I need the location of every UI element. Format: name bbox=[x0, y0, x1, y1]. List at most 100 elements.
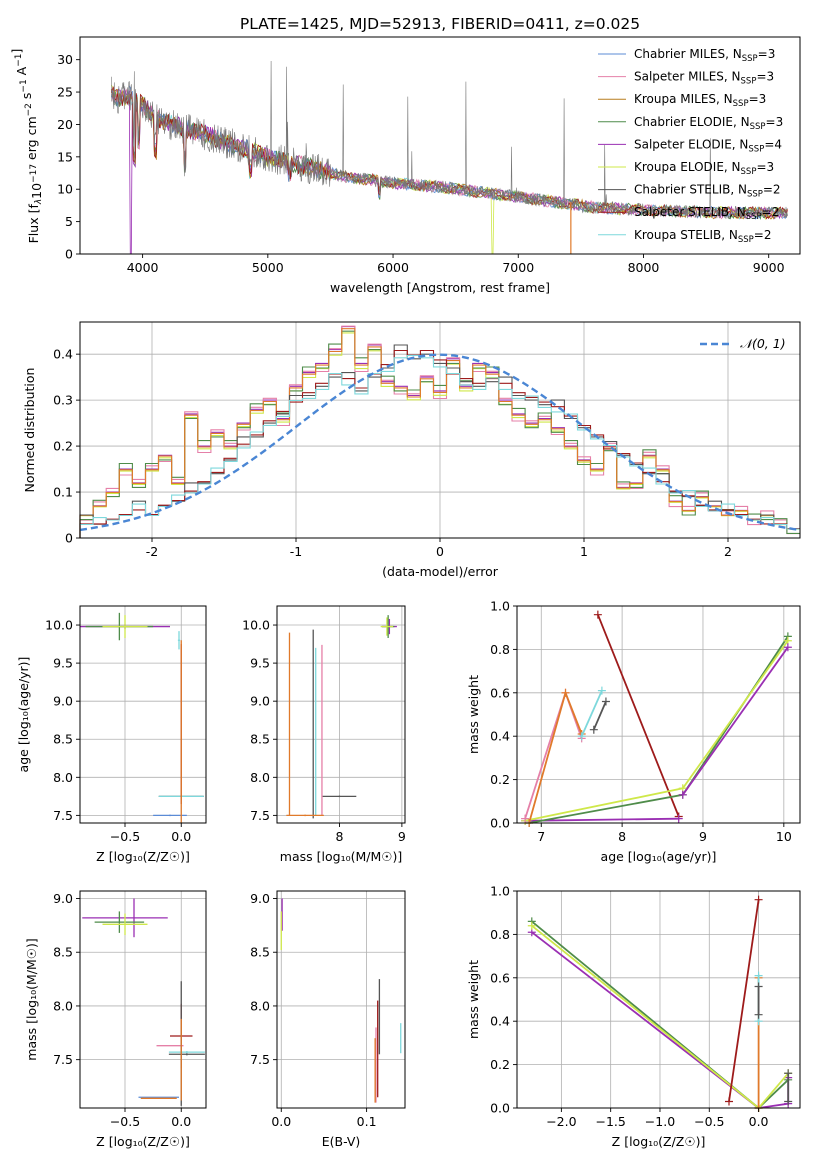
y-tick-label: 0.2 bbox=[490, 772, 510, 787]
y-axis-label-part: s bbox=[19, 93, 34, 104]
y-tick-label: 8.0 bbox=[53, 770, 73, 785]
y-tick-label: 25 bbox=[57, 85, 73, 100]
series-marker bbox=[577, 732, 586, 741]
weight-vs-age-panel: 7 8 9 10 0.0 0.2 0.4 0.6 0.8 1.0 age [log₁₀(age/yr… bbox=[466, 599, 801, 864]
legend-name: Salpeter MILES, N bbox=[634, 70, 741, 84]
y-tick-label: 7.5 bbox=[250, 1052, 270, 1067]
legend-sub: SSP bbox=[747, 190, 763, 200]
legend-entry: 𝒩(0, 1) bbox=[740, 336, 786, 351]
series-marker bbox=[754, 1010, 763, 1019]
y-tick-label: 10 bbox=[57, 182, 73, 197]
x-tick-label: 0.0 bbox=[171, 829, 191, 844]
series-marker bbox=[784, 1069, 793, 1078]
legend-sub: SSP bbox=[733, 99, 749, 109]
y-axis-label-part: −1 bbox=[14, 54, 24, 67]
series-marker bbox=[527, 921, 536, 930]
y-axis-label: age [log₁₀(age/yr)] bbox=[16, 657, 31, 773]
legend-name: Kroupa ELODIE, N bbox=[634, 160, 741, 174]
y-tick-label: 8.5 bbox=[250, 732, 270, 747]
spectrum-panel: 4000 5000 6000 7000 8000 9000 0 5 10 15 20 25 30 wave… bbox=[9, 36, 801, 295]
y-tick-label: 0.6 bbox=[490, 685, 510, 700]
y-tick-label: 0.8 bbox=[490, 927, 510, 942]
y-axis-label: mass [log₁₀(M/M☉)] bbox=[24, 938, 39, 1060]
y-tick-label: 8.0 bbox=[250, 770, 270, 785]
legend-name: Chabrier STELIB, N bbox=[634, 183, 747, 197]
series-marker bbox=[784, 1097, 793, 1106]
legend-entry: Kroupa ELODIE, NSSP=3 bbox=[634, 160, 774, 177]
legend-sub: SSP bbox=[746, 212, 762, 222]
series-marker bbox=[725, 1097, 734, 1106]
series-line bbox=[528, 635, 789, 824]
y-axis-label-part: λ bbox=[34, 199, 44, 205]
y-axis-label-part: −17 bbox=[29, 164, 39, 183]
y-tick-label: 0.3 bbox=[53, 393, 73, 408]
legend-name: Chabrier ELODIE, N bbox=[634, 115, 750, 129]
series-marker bbox=[561, 688, 570, 697]
series-line bbox=[524, 640, 789, 822]
x-tick-label: 8 bbox=[335, 829, 343, 844]
series-marker bbox=[754, 895, 763, 904]
y-tick-label: 0.4 bbox=[53, 347, 73, 362]
x-tick-label: −1.5 bbox=[595, 1114, 625, 1129]
y-axis-label-part: A bbox=[14, 66, 29, 79]
legend-entry: Chabrier ELODIE, NSSP=3 bbox=[634, 115, 783, 132]
series-line bbox=[728, 899, 760, 1102]
x-tick-label: 7000 bbox=[502, 260, 534, 275]
legend-name: Kroupa MILES, N bbox=[634, 92, 733, 106]
x-tick-label: 0 bbox=[436, 544, 444, 559]
series-line bbox=[580, 690, 603, 737]
x-tick-label: 0.0 bbox=[749, 1114, 769, 1129]
y-tick-label: 0.2 bbox=[53, 439, 73, 454]
legend-nssp: =3 bbox=[766, 115, 784, 129]
legend-sub: SSP bbox=[750, 122, 766, 132]
y-tick-label: 1.0 bbox=[490, 599, 510, 614]
mass-vs-metallicity-panel: −0.5 0.0 7.5 8.0 8.5 9.0 Z [log₁₀(Z/Z☉)] mass [… bbox=[24, 890, 207, 1149]
series-marker bbox=[674, 814, 683, 823]
legend-nssp: =2 bbox=[754, 228, 772, 242]
y-tick-label: 5 bbox=[65, 214, 73, 229]
legend-nssp: =3 bbox=[756, 160, 774, 174]
legend-nssp: =2 bbox=[763, 183, 781, 197]
y-tick-label: 9.0 bbox=[250, 891, 270, 906]
age-vs-metallicity-panel: −0.5 0.0 7.5 8.0 8.5 9.0 9.5 10.0 Z [log₁₀(Z/Z☉)… bbox=[16, 605, 207, 864]
legend-nssp: =3 bbox=[756, 70, 774, 84]
observed-spectrum-line bbox=[111, 60, 788, 220]
y-tick-label: 0.2 bbox=[490, 1057, 510, 1072]
y-axis-label-part: −1 bbox=[19, 79, 29, 92]
y-axis-label-part: −2 bbox=[24, 103, 34, 116]
y-axis-label: Normed distribution bbox=[22, 368, 37, 493]
x-tick-label: 5000 bbox=[252, 260, 284, 275]
x-tick-label: 9000 bbox=[753, 260, 785, 275]
x-tick-label: −1.0 bbox=[645, 1114, 675, 1129]
x-tick-label: -1 bbox=[290, 544, 302, 559]
legend-sub: SSP bbox=[741, 167, 757, 177]
figure-title: PLATE=1425, MJD=52913, FIBERID=0411, z=0… bbox=[240, 15, 640, 33]
series-line bbox=[525, 817, 679, 822]
legend-entry: Chabrier STELIB, NSSP=2 bbox=[634, 183, 781, 200]
series-line bbox=[682, 646, 789, 796]
x-tick-label: 0.0 bbox=[271, 1114, 291, 1129]
x-tick-label: 9 bbox=[699, 829, 707, 844]
y-tick-label: 15 bbox=[57, 149, 73, 164]
x-tick-label: 7 bbox=[537, 829, 545, 844]
series-line bbox=[597, 614, 680, 817]
y-tick-label: 10.0 bbox=[45, 618, 73, 633]
x-axis-label: mass [log₁₀(M/M☉)] bbox=[280, 849, 402, 864]
legend-sub: SSP bbox=[742, 54, 758, 64]
y-tick-label: 1.0 bbox=[490, 884, 510, 899]
mass-vs-ebv-panel: 0.0 0.1 7.5 8.0 8.5 9.0 E(B-V) bbox=[250, 890, 406, 1149]
model-spectrum-line bbox=[110, 88, 788, 220]
y-tick-label: 9.5 bbox=[250, 656, 270, 671]
y-axis-label-part: erg cm bbox=[24, 116, 39, 164]
y-tick-label: 8.5 bbox=[53, 945, 73, 960]
x-axis-label: wavelength [Angstrom, rest frame] bbox=[330, 280, 550, 295]
legend-name: Kroupa STELIB, N bbox=[634, 228, 738, 242]
y-tick-label: 8.0 bbox=[250, 998, 270, 1013]
x-axis-label: Z [log₁₀(Z/Z☉)] bbox=[96, 849, 190, 864]
series-marker bbox=[783, 643, 792, 652]
residual-histogram-panel: -2 -1 0 1 2 0 0.1 0.2 0.3 0.4 (data-model)/error No… bbox=[22, 321, 801, 579]
y-tick-label: 9.0 bbox=[250, 694, 270, 709]
y-axis-label: Flux [fλ10−17 erg cm−2 s−1 A−1] bbox=[9, 49, 44, 244]
series-marker bbox=[589, 725, 598, 734]
x-tick-label: 2 bbox=[724, 544, 732, 559]
